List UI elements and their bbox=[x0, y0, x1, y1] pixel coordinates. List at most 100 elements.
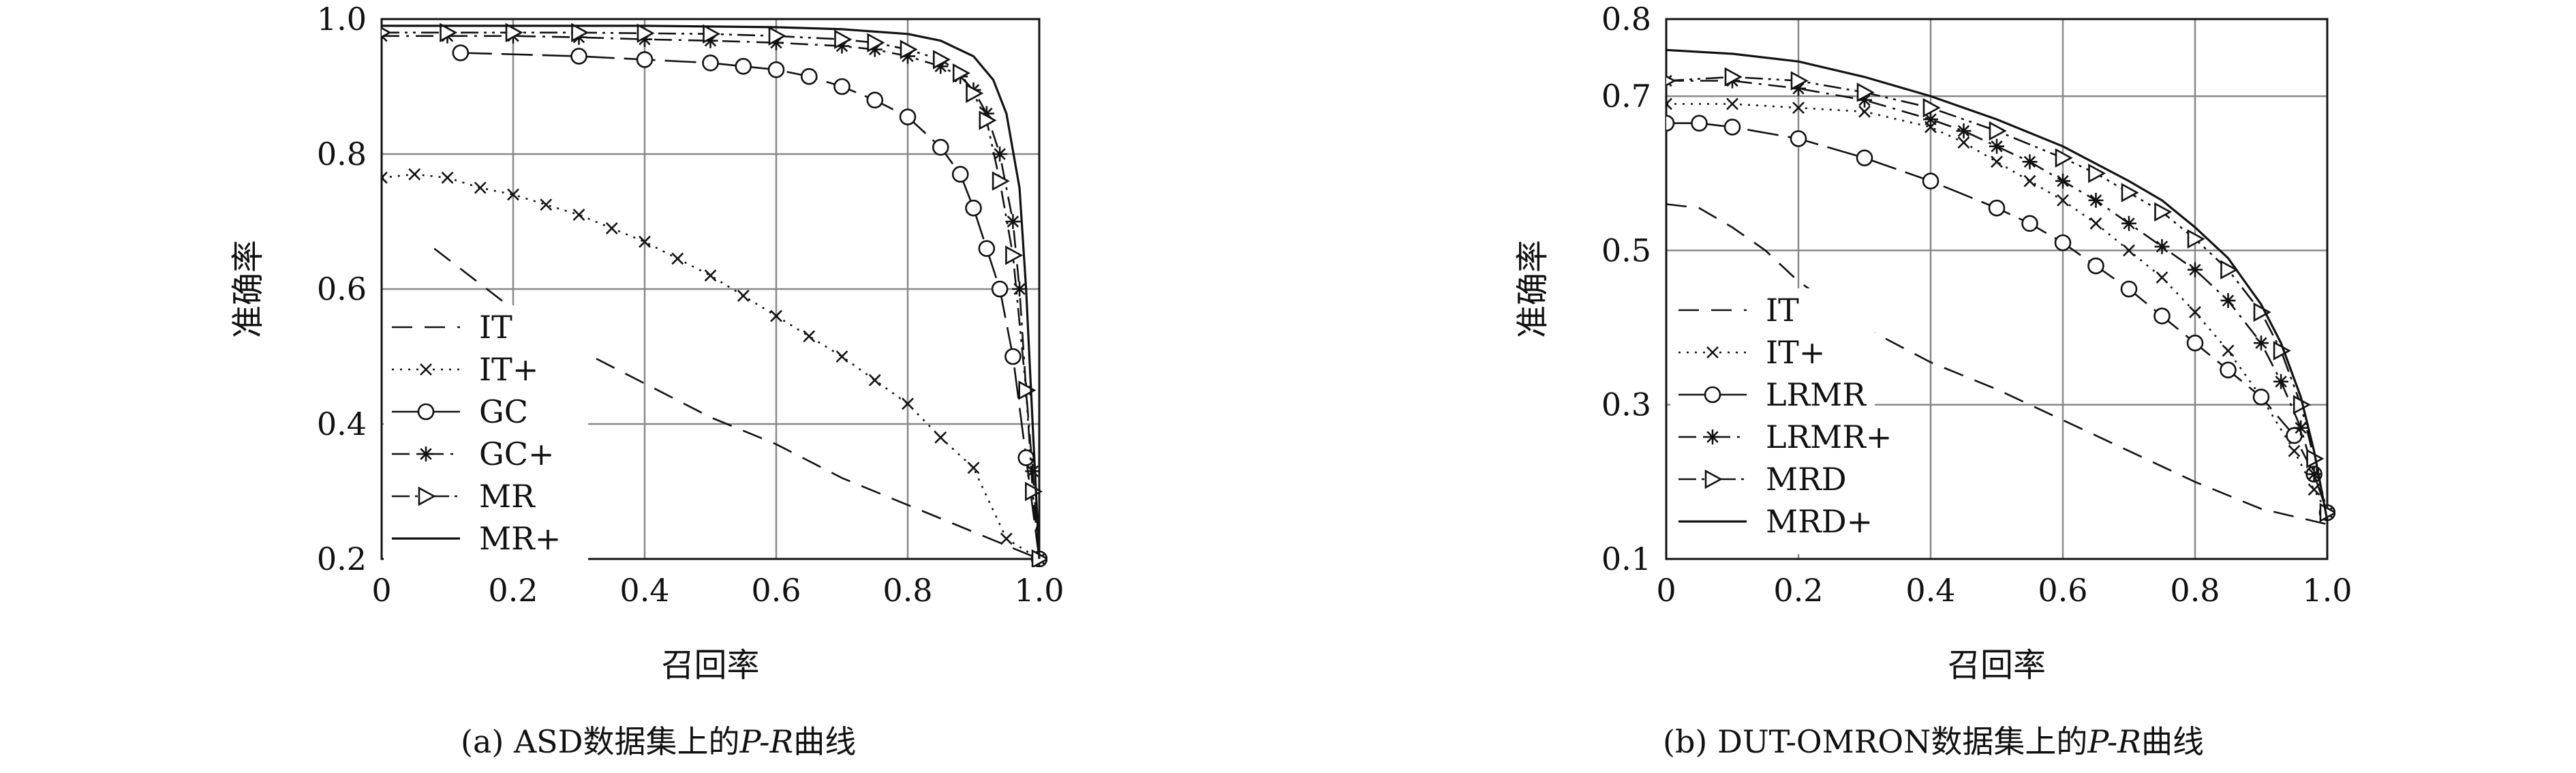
caption-a-pr: P-R bbox=[739, 723, 794, 760]
data-point bbox=[1005, 214, 1021, 229]
data-point bbox=[979, 110, 997, 130]
data-point bbox=[900, 40, 918, 59]
data-point bbox=[2252, 389, 2270, 406]
data-point bbox=[1858, 105, 1871, 118]
data-point bbox=[1991, 155, 2003, 168]
legend: IT IT+ GC GC+ MR MR+ bbox=[384, 305, 588, 571]
series-line bbox=[1666, 122, 2329, 513]
data-point bbox=[1724, 67, 1743, 87]
caption-a-prefix: (a) ASD数据集上的 bbox=[461, 723, 740, 760]
data-point bbox=[2187, 229, 2205, 249]
data-point bbox=[1723, 119, 1741, 136]
legend-label: MR+ bbox=[479, 520, 561, 557]
data-point bbox=[2089, 217, 2102, 230]
series-MRD bbox=[1666, 67, 2335, 523]
data-point bbox=[803, 330, 816, 343]
legend: IT IT+ LRMR LRMR+ MRD MRD+ bbox=[1670, 288, 1892, 554]
data-point bbox=[2022, 154, 2038, 170]
data-point bbox=[2088, 192, 2104, 208]
data-point bbox=[952, 63, 970, 83]
data-point bbox=[1923, 112, 1938, 127]
x-tick-label: 0.6 bbox=[751, 572, 801, 609]
data-point bbox=[2120, 280, 2138, 298]
data-point bbox=[2123, 244, 2135, 257]
legend-entry: MR+ bbox=[392, 520, 561, 557]
legend-entry: IT bbox=[1678, 292, 1799, 329]
data-point bbox=[951, 166, 969, 183]
data-point bbox=[2188, 262, 2203, 277]
legend-label: LRMR bbox=[1766, 376, 1867, 413]
data-point bbox=[800, 67, 818, 85]
legend-marker bbox=[1705, 429, 1720, 444]
data-point bbox=[835, 350, 848, 363]
data-point bbox=[2186, 334, 2204, 352]
data-point bbox=[978, 240, 996, 257]
series-line bbox=[460, 52, 1041, 560]
data-point bbox=[1856, 149, 1873, 166]
data-point bbox=[570, 48, 587, 65]
data-point bbox=[671, 252, 684, 265]
y-tick-label: 0.8 bbox=[317, 136, 367, 172]
legend-label: IT bbox=[1766, 292, 1799, 329]
legend-marker bbox=[1704, 386, 1721, 404]
legend-entry: MR bbox=[392, 478, 536, 515]
data-point bbox=[1726, 97, 1738, 110]
caption-b: (b) DUT-OMRON数据集上的P-R曲线 bbox=[1663, 717, 2204, 762]
legend-marker bbox=[1704, 469, 1723, 489]
data-point bbox=[934, 431, 947, 444]
legend-label: LRMR+ bbox=[1766, 419, 1892, 455]
data-point bbox=[452, 44, 470, 61]
data-point bbox=[1666, 75, 1676, 87]
data-point bbox=[932, 138, 949, 156]
data-point bbox=[2254, 335, 2269, 351]
caption-a: (a) ASD数据集上的P-R曲线 bbox=[461, 717, 856, 762]
x-tick-label: 0.8 bbox=[883, 572, 932, 609]
legend-entry: IT+ bbox=[392, 351, 538, 388]
data-point bbox=[991, 280, 1009, 298]
data-point bbox=[636, 51, 654, 68]
data-point bbox=[770, 309, 782, 322]
y-axis-label: 准确率 bbox=[229, 240, 267, 338]
legend-label: IT+ bbox=[1766, 334, 1825, 371]
series-line bbox=[1666, 203, 2328, 526]
series-LRMR bbox=[1666, 115, 2335, 521]
data-point bbox=[767, 61, 785, 78]
data-point bbox=[2088, 164, 2106, 183]
y-tick-label: 0.4 bbox=[317, 406, 367, 442]
data-point bbox=[932, 50, 951, 70]
legend-label: GC bbox=[479, 393, 528, 430]
legend-entry: IT bbox=[392, 309, 512, 346]
x-tick-label: 0.4 bbox=[1905, 572, 1955, 609]
x-tick-label: 0 bbox=[1656, 572, 1676, 609]
y-tick-label: 0.5 bbox=[1601, 232, 1651, 269]
data-point bbox=[1000, 532, 1013, 545]
data-point bbox=[867, 33, 885, 52]
plot-frame bbox=[1665, 18, 2329, 560]
x-tick-label: 0.8 bbox=[2170, 572, 2220, 609]
data-point bbox=[2189, 306, 2201, 318]
x-axis-label: 召回率 bbox=[661, 646, 759, 684]
data-point bbox=[2156, 271, 2168, 284]
data-point bbox=[1790, 130, 1807, 147]
data-point bbox=[2154, 239, 2170, 254]
legend-marker bbox=[1706, 346, 1719, 359]
data-point bbox=[992, 171, 1010, 191]
data-point bbox=[382, 27, 392, 38]
data-point bbox=[540, 198, 553, 211]
data-point bbox=[702, 55, 719, 72]
y-tick-label: 0.6 bbox=[317, 271, 367, 307]
data-point bbox=[441, 171, 454, 184]
legend-entry: MRD bbox=[1678, 461, 1847, 498]
legend-background bbox=[384, 305, 588, 571]
y-tick-label: 0.3 bbox=[1601, 386, 1651, 423]
data-point bbox=[868, 374, 881, 386]
data-point bbox=[902, 397, 914, 410]
data-point bbox=[834, 29, 853, 49]
legend-entry: GC bbox=[392, 393, 528, 430]
legend-label: GC+ bbox=[479, 436, 555, 472]
data-point bbox=[2153, 307, 2171, 324]
data-point bbox=[2057, 194, 2069, 207]
x-tick-label: 0.4 bbox=[619, 572, 669, 609]
data-point bbox=[2121, 215, 2136, 231]
